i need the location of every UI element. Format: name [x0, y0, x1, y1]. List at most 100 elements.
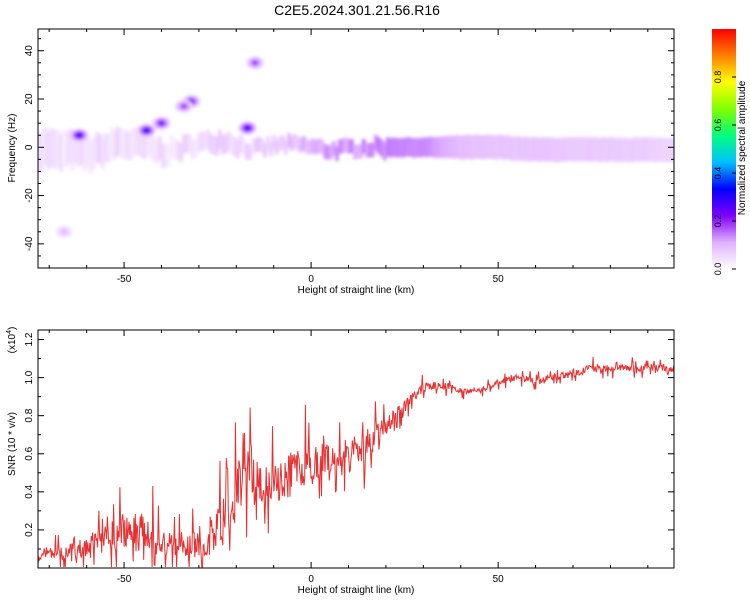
spectrogram-cell — [653, 138, 657, 163]
spectrogram-cell — [509, 136, 513, 161]
spectrogram-x-ticks: -50 0 50 — [48, 29, 649, 285]
spectrogram-x-tick-label: 50 — [493, 274, 505, 285]
snr-y-axis-label: SNR (10 * v/v) — [7, 412, 18, 476]
spectrogram-cell — [470, 135, 474, 160]
spectrogram-cell — [149, 134, 153, 159]
spectrogram-cell — [170, 135, 174, 157]
spectrogram-y-tick-label: 0 — [24, 144, 35, 150]
spectrogram-cell — [638, 137, 642, 162]
spectrogram-cell — [62, 130, 66, 168]
spectrogram-cell — [554, 138, 558, 163]
spectrogram-cell — [137, 128, 141, 156]
spectrogram-blob — [180, 103, 187, 109]
spectrogram-cell — [59, 134, 63, 172]
spectrogram-cell — [218, 129, 222, 149]
spectrogram-cell — [56, 129, 60, 169]
spectrogram-cell — [650, 137, 654, 162]
spectrogram-cell — [605, 138, 609, 163]
spectrogram-cell — [305, 139, 309, 154]
snr-x-axis-label: Height of straight line (km) — [298, 585, 415, 596]
snr-y-ticks: 0.2 0.4 0.6 0.8 1.0 1.2 — [24, 332, 674, 550]
spectrogram-cell — [68, 128, 72, 164]
snr-series-line — [38, 356, 674, 568]
spectrogram-cell — [515, 136, 519, 161]
spectrogram-blob — [61, 229, 68, 235]
spectrogram-cell — [224, 134, 228, 154]
spectrogram-cell — [110, 127, 114, 157]
spectrogram-cell — [143, 134, 147, 160]
spectrogram-cell — [104, 133, 108, 163]
spectrogram-cell — [119, 128, 123, 158]
spectrogram-cell — [92, 137, 96, 170]
spectrogram-cell — [191, 140, 195, 160]
spectrogram-cell — [464, 134, 468, 160]
spectrogram-frame — [37, 28, 675, 269]
spectrogram-blob — [158, 120, 165, 126]
spectrogram-cell — [413, 138, 417, 158]
spectrogram-cell — [491, 134, 495, 160]
spectrogram-cell — [365, 143, 369, 158]
spectrogram-cell — [236, 139, 240, 159]
spectrogram-cell — [629, 138, 633, 163]
spectrogram-cell — [197, 133, 201, 153]
spectrogram-cell — [245, 143, 249, 160]
spectrogram-cell — [371, 142, 375, 158]
spectrogram-cell — [281, 135, 285, 150]
spectrogram-cell — [200, 131, 204, 151]
spectrogram-cell — [647, 137, 651, 162]
spectrogram-cell — [326, 145, 330, 160]
spectrogram-cell — [179, 142, 183, 163]
spectrogram-cell — [599, 138, 603, 163]
spectrogram-cell — [194, 138, 198, 159]
spectrogram-cell — [353, 145, 357, 160]
spectrogram-cell — [632, 137, 636, 162]
spectrogram-cell — [434, 137, 438, 158]
colorbar-tick-label: 0.0 — [713, 263, 723, 276]
spectrogram-cell — [545, 137, 549, 162]
spectrogram-cell — [323, 143, 327, 159]
spectrogram-cell — [665, 138, 669, 163]
spectrogram-cell — [335, 146, 339, 162]
spectrogram-cell — [101, 139, 105, 169]
spectrogram-cell — [467, 134, 471, 159]
spectrogram-cell — [74, 129, 78, 164]
spectrogram-blob — [76, 132, 83, 138]
spectrogram-cell — [416, 137, 420, 158]
spectrogram-y-axis-label: Frequency (Hz) — [7, 114, 18, 183]
spectrogram-cell — [551, 137, 555, 162]
spectrogram-cell — [314, 139, 318, 155]
colorbar-label: Normalized spectral amplitude — [737, 80, 748, 215]
spectrogram-cell — [518, 136, 522, 161]
spectrogram-cell — [503, 135, 507, 160]
spectrogram-cell — [98, 133, 102, 164]
spectrogram-cell — [293, 133, 297, 149]
spectrogram-cell — [662, 137, 666, 162]
spectrogram-cell — [506, 135, 510, 160]
spectrogram-cell — [362, 139, 366, 154]
spectrogram-cell — [284, 140, 288, 156]
spectrogram-cell — [311, 138, 315, 153]
spectrogram-cell — [230, 135, 234, 155]
spectrogram-cell — [527, 137, 531, 162]
spectrogram-cell — [341, 138, 345, 153]
spectrogram-cell — [254, 138, 258, 153]
colorbar-tick-label: 0.4 — [713, 167, 723, 180]
spectrogram-cell — [401, 137, 405, 158]
spectrogram-cell — [134, 127, 138, 156]
spectrogram-cell — [566, 137, 570, 162]
spectrogram-cell — [443, 136, 447, 158]
spectrogram-cell — [512, 136, 516, 161]
spectrogram-cell — [389, 138, 393, 158]
spectrogram-cell — [221, 135, 225, 155]
snr-scale-label: (x104) — [6, 327, 18, 354]
spectrogram-cell — [266, 136, 270, 151]
spectrogram-cell — [458, 135, 462, 160]
spectrogram-cell — [248, 144, 252, 160]
spectrogram-x-tick-label: -50 — [117, 274, 132, 285]
spectrogram-cell — [374, 134, 378, 151]
spectrogram-cell — [596, 137, 600, 162]
spectrogram-cell — [122, 129, 126, 159]
spectrogram-cell — [419, 138, 423, 158]
spectrogram-cell — [209, 133, 213, 153]
spectrogram-cell — [593, 137, 597, 162]
